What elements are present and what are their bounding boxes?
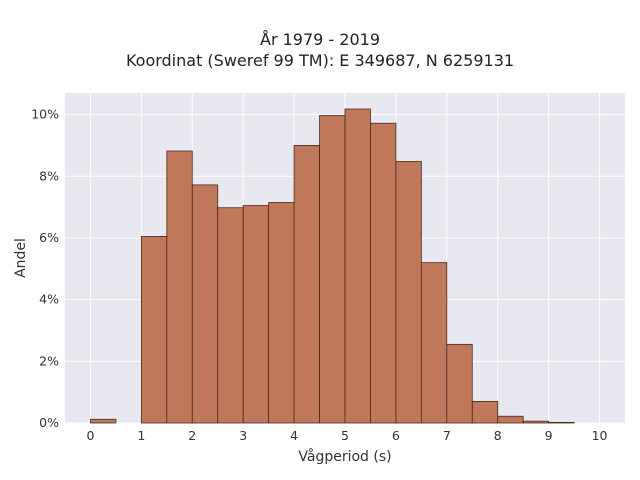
histogram-bar xyxy=(268,202,295,424)
y-tick-label: 8% xyxy=(39,168,59,183)
histogram-bar xyxy=(370,122,397,424)
x-tick-label: 7 xyxy=(443,428,451,443)
histogram-bar xyxy=(497,415,524,424)
histogram-bar xyxy=(522,420,550,424)
histogram-bar xyxy=(420,262,448,424)
x-tick-label: 6 xyxy=(392,428,400,443)
x-axis-ticks: 0 1 2 3 4 5 6 7 8 9 10 xyxy=(86,428,607,443)
histogram-bar xyxy=(191,184,219,424)
chart-title: År 1979 - 2019 xyxy=(260,30,380,49)
y-tick-label: 2% xyxy=(39,353,59,368)
x-tick-label: 5 xyxy=(341,428,349,443)
x-tick-label: 9 xyxy=(545,428,553,443)
y-axis-label: Andel xyxy=(13,238,29,278)
histogram-bar xyxy=(166,150,193,424)
histogram-bar xyxy=(344,108,371,424)
x-axis-label: Vågperiod (s) xyxy=(298,448,391,465)
histogram-bar xyxy=(90,418,117,424)
bars xyxy=(90,108,575,424)
histogram-bar xyxy=(395,161,422,424)
histogram-bar xyxy=(471,401,499,424)
histogram-bar xyxy=(293,145,320,424)
histogram-bar xyxy=(217,207,244,424)
histogram-bar xyxy=(446,343,473,424)
histogram-bar xyxy=(548,421,575,424)
histogram-bar xyxy=(242,205,270,424)
x-tick-label: 2 xyxy=(188,428,196,443)
histogram-bar xyxy=(140,236,168,424)
chart-subtitle: Koordinat (Sweref 99 TM): E 349687, N 62… xyxy=(125,51,515,70)
y-tick-label: 0% xyxy=(39,415,59,430)
x-tick-label: 8 xyxy=(494,428,502,443)
x-tick-label: 0 xyxy=(86,428,94,443)
y-axis-ticks: 0% 2% 4% 6% 8% 10% xyxy=(31,107,59,430)
y-tick-label: 6% xyxy=(39,230,59,245)
y-tick-label: 4% xyxy=(39,292,59,307)
x-tick-label: 10 xyxy=(592,428,608,443)
x-tick-label: 4 xyxy=(290,428,298,443)
y-tick-label: 10% xyxy=(31,107,59,122)
x-tick-label: 1 xyxy=(137,428,145,443)
histogram-bar xyxy=(319,115,346,424)
x-tick-label: 3 xyxy=(239,428,247,443)
